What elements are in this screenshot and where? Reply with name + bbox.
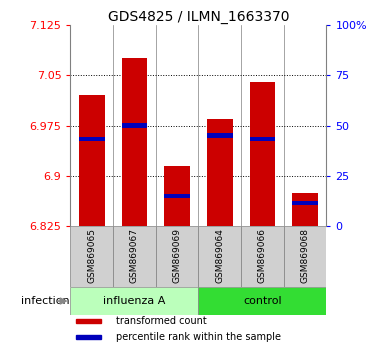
Bar <box>198 287 326 315</box>
Bar <box>76 319 101 324</box>
Bar <box>292 193 318 227</box>
Text: transformed count: transformed count <box>116 316 207 326</box>
Bar <box>164 194 190 198</box>
Bar <box>79 137 105 141</box>
Bar <box>122 58 147 227</box>
Text: GSM869065: GSM869065 <box>87 228 96 283</box>
Text: control: control <box>243 296 282 306</box>
Bar <box>198 227 241 287</box>
Text: influenza A: influenza A <box>103 296 166 306</box>
Bar <box>156 227 198 287</box>
Bar <box>250 82 275 227</box>
Bar <box>250 137 275 141</box>
Bar <box>70 287 198 315</box>
Text: infection: infection <box>21 296 70 306</box>
Bar <box>207 119 233 227</box>
Bar <box>113 227 156 287</box>
Bar <box>284 227 326 287</box>
Text: GSM869067: GSM869067 <box>130 228 139 283</box>
Text: GSM869069: GSM869069 <box>173 228 182 283</box>
Bar <box>76 335 101 339</box>
Bar <box>207 133 233 138</box>
Title: GDS4825 / ILMN_1663370: GDS4825 / ILMN_1663370 <box>108 10 289 24</box>
Text: percentile rank within the sample: percentile rank within the sample <box>116 332 281 342</box>
Bar <box>164 166 190 227</box>
Bar <box>292 201 318 205</box>
Bar <box>79 95 105 227</box>
Bar <box>241 227 284 287</box>
Text: GSM869066: GSM869066 <box>258 228 267 283</box>
Text: GSM869064: GSM869064 <box>215 228 224 283</box>
Bar <box>70 227 113 287</box>
Text: GSM869068: GSM869068 <box>301 228 310 283</box>
Bar <box>122 124 147 128</box>
